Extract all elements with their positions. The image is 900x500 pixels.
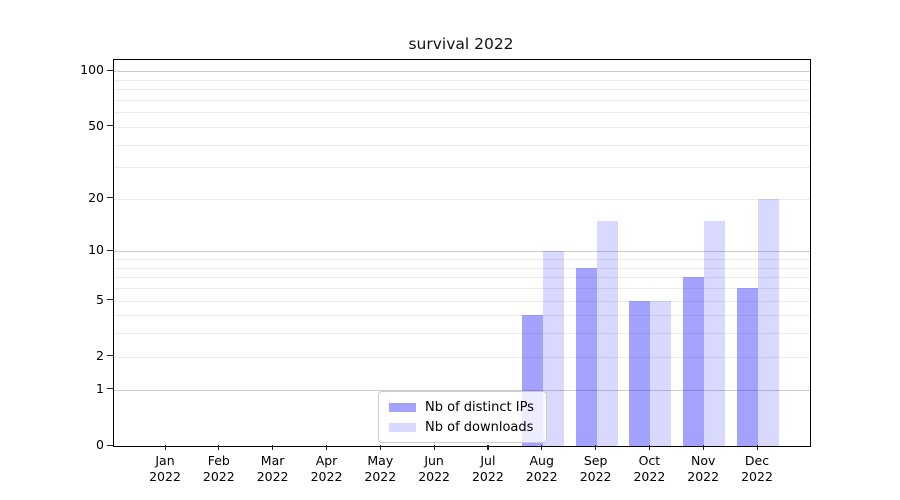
gridline-labeled [114,300,810,302]
legend-item-distinct-ips: Nb of distinct IPs [389,397,534,417]
gridline-major [114,71,810,73]
y-tick-label: 50 [88,117,104,133]
x-tick-mark [433,445,435,450]
gridline-minor [114,333,810,335]
gridline-major [114,389,810,391]
gridline-minor [114,144,810,146]
gridline-minor [114,99,810,101]
y-tick-mark [107,444,113,446]
chart-title: survival 2022 [408,35,514,53]
gridline-major [114,251,810,253]
y-tick-mark [107,355,113,357]
bar-dec-ips [737,288,758,446]
x-tick-label: Sep 2022 [579,453,612,484]
y-tick-mark [107,125,113,127]
x-tick-mark [379,445,381,450]
y-tick-mark [107,388,113,390]
gridline-minor [114,112,810,114]
y-tick-mark [107,249,113,251]
y-tick-label: 5 [96,291,104,307]
bar-nov-downloads [704,220,726,446]
x-tick-label: Mar 2022 [256,453,289,484]
x-tick-label: Aug 2022 [525,453,558,484]
gridline-labeled [114,356,810,358]
x-tick-label: Jun 2022 [418,453,450,484]
x-tick-mark [164,445,166,450]
y-tick-label: 1 [96,380,104,396]
y-tick-mark [107,197,113,199]
gridline-labeled [114,198,810,200]
x-tick-mark [326,445,328,450]
x-tick-label: Dec 2022 [741,453,773,484]
y-tick-label: 100 [80,62,104,78]
y-tick-mark [107,299,113,301]
x-tick-mark [218,445,220,450]
bar-oct-ips [629,300,651,446]
gridline-minor [114,288,810,289]
gridline-minor [114,267,810,269]
y-tick-label: 10 [88,242,104,258]
x-tick-label: May 2022 [364,453,397,484]
bar-sep-downloads [596,220,618,446]
y-tick-label: 20 [88,189,104,205]
x-tick-label: Feb 2022 [202,453,235,484]
y-tick-label: 0 [96,437,104,452]
x-tick-mark [595,445,597,450]
legend: Nb of distinct IPs Nb of downloads [378,391,547,443]
gridline-minor [114,315,810,317]
x-tick-label: Oct 2022 [633,453,666,484]
gridline-minor [114,79,810,81]
gridline-labeled [114,126,810,128]
x-tick-label: Apr 2022 [310,453,343,484]
legend-swatch-distinct-ips [389,402,416,412]
bar-oct-downloads [650,300,672,446]
bar-aug-downloads [542,251,564,446]
x-tick-mark [487,445,489,450]
x-tick-label: Jan 2022 [149,453,181,484]
x-tick-label: Nov 2022 [687,453,720,484]
x-tick-mark [541,445,543,450]
legend-label: Nb of downloads [425,419,534,435]
legend-label: Nb of distinct IPs [425,399,534,415]
bar-nov-ips [683,277,705,446]
bar-dec-downloads [758,198,779,446]
x-tick-mark [756,445,758,450]
y-tick-label: 2 [96,347,104,363]
x-tick-mark [272,445,274,450]
plot-area [113,59,811,447]
x-tick-label: Jul 2022 [471,453,504,484]
gridline-minor [114,167,810,169]
gridline-minor [114,277,810,279]
y-tick-mark [107,69,113,71]
bar-sep-ips [575,267,597,446]
x-tick-mark [702,445,704,450]
gridline-minor [114,259,810,260]
gridline-minor [114,89,810,91]
x-tick-mark [648,445,651,450]
legend-item-downloads: Nb of downloads [389,417,534,437]
legend-swatch-downloads [389,422,416,432]
